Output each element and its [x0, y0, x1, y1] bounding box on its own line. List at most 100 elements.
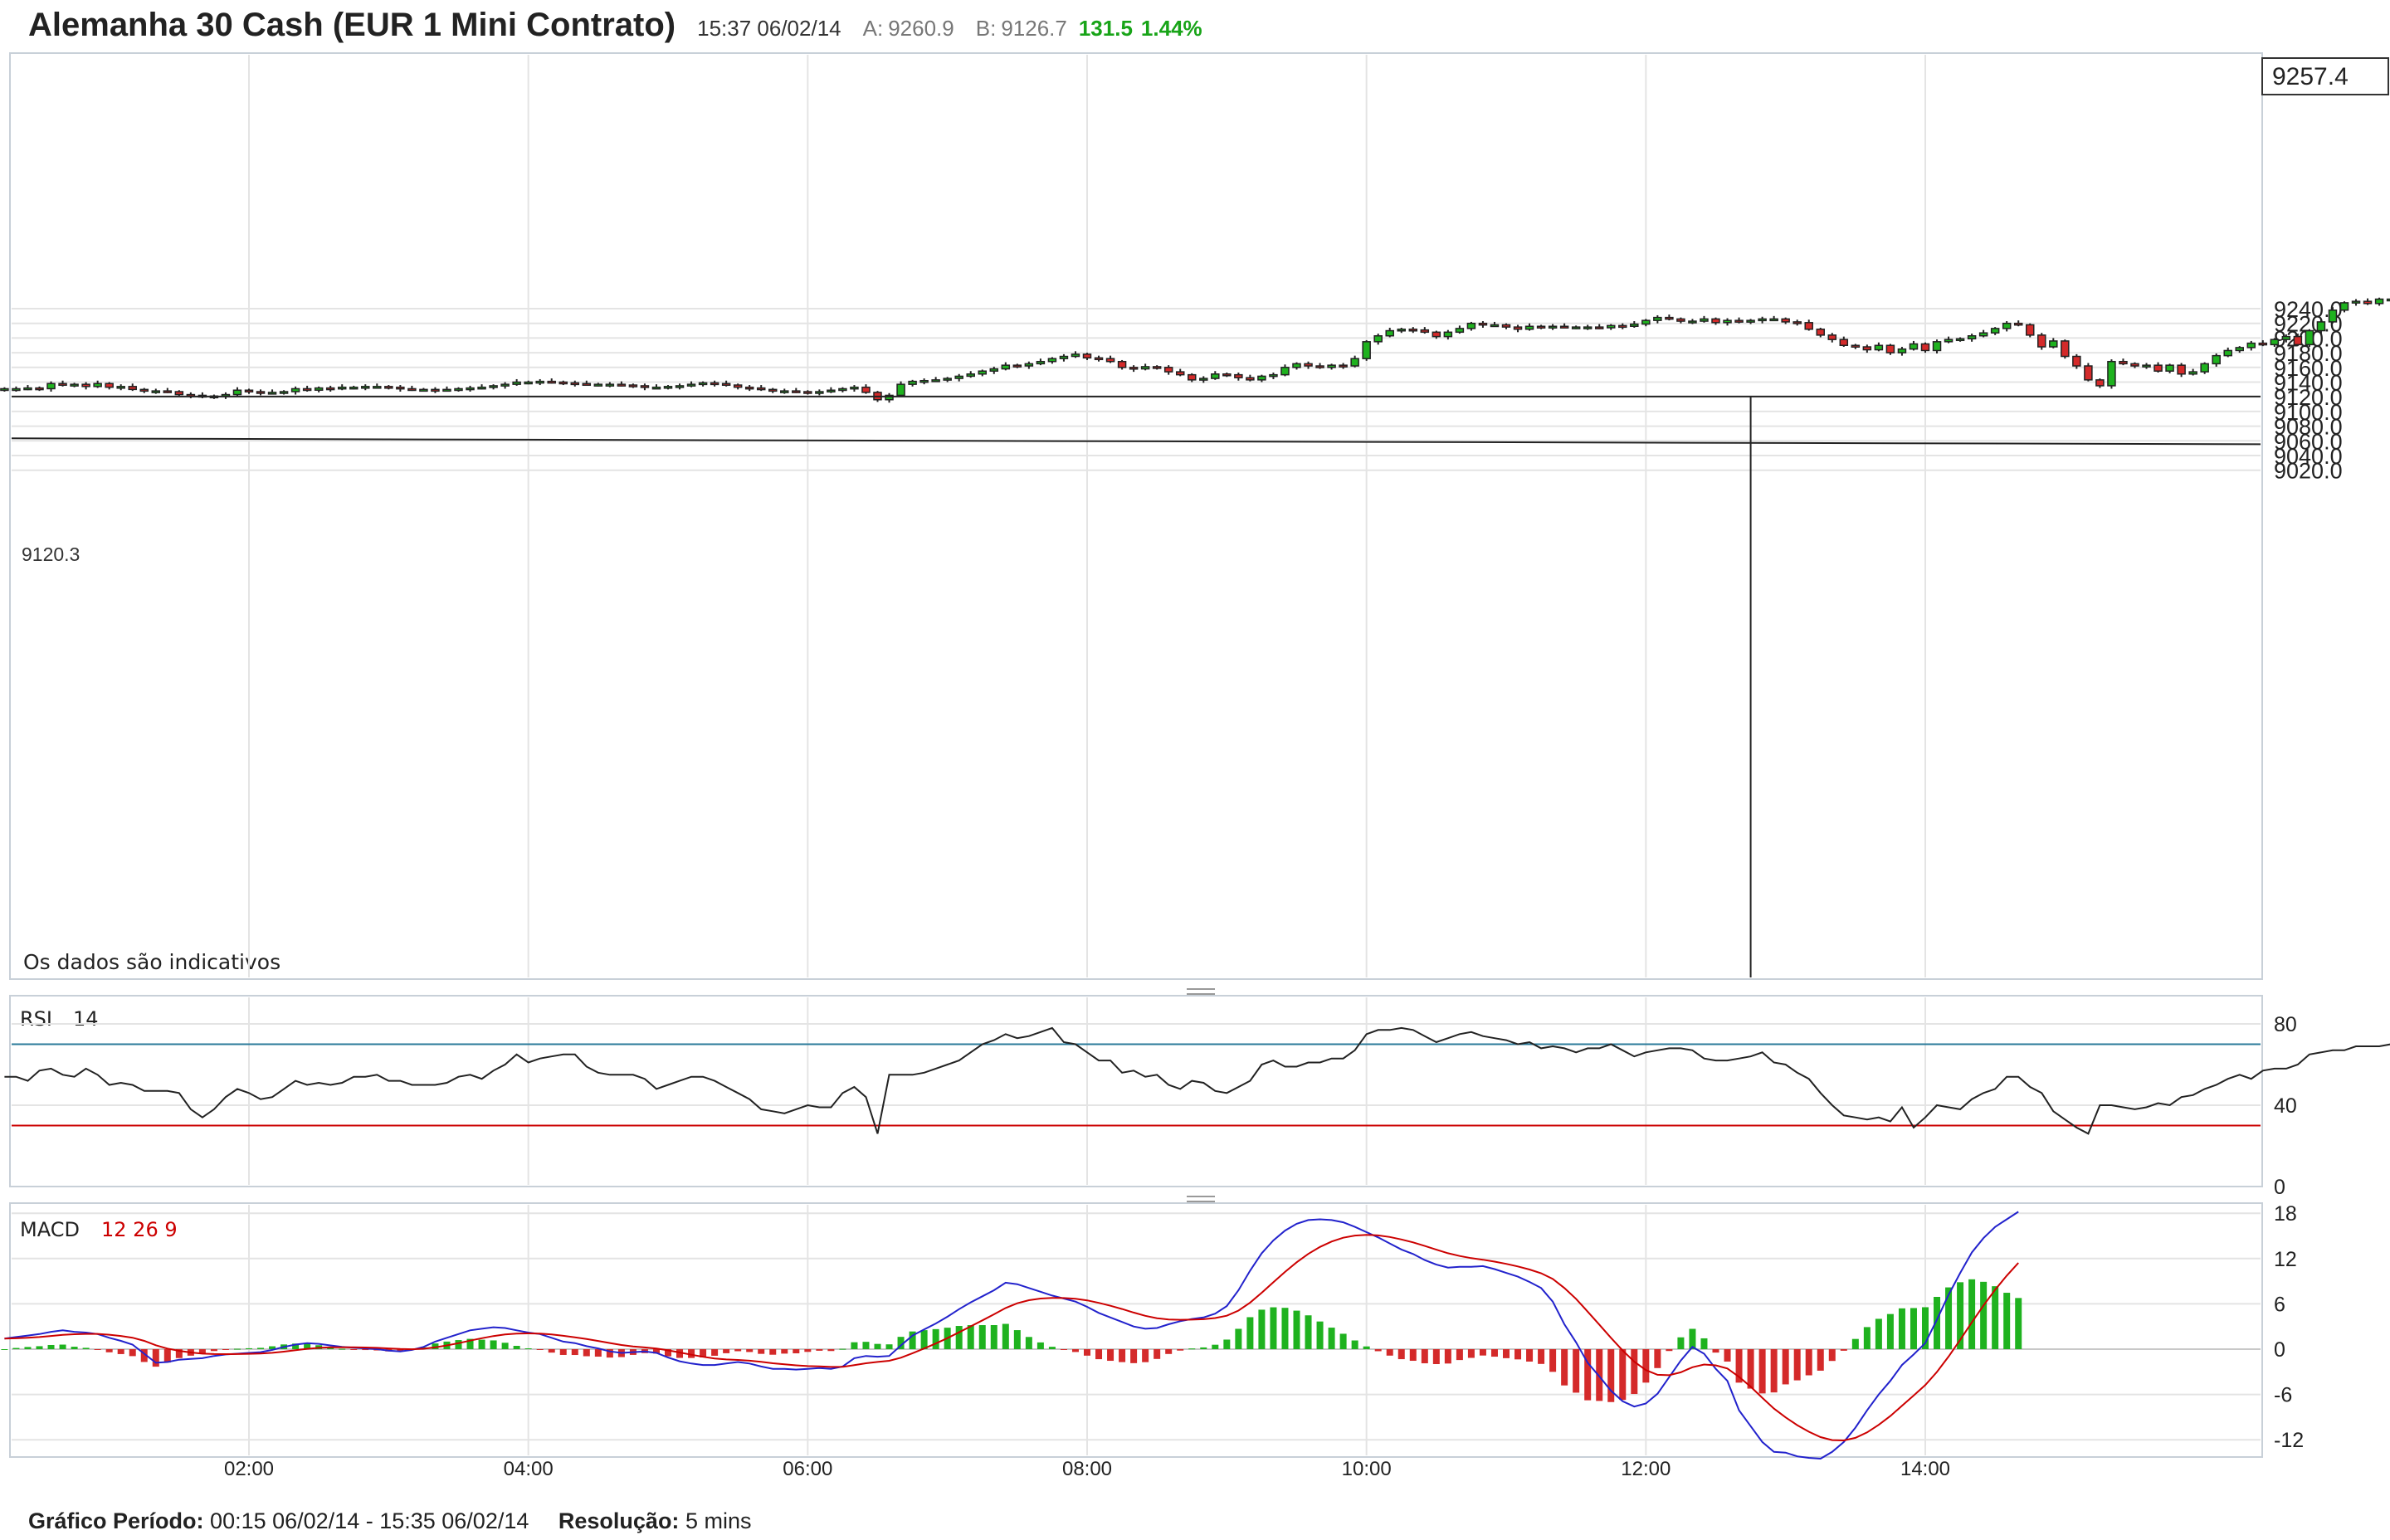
macd-histogram-bar [501, 1343, 509, 1349]
macd-histogram-bar [583, 1349, 590, 1357]
macd-histogram-bar [700, 1349, 707, 1357]
rsi-period: 14 [73, 1007, 99, 1031]
macd-histogram-bar [1561, 1349, 1568, 1386]
macd-histogram-bar [978, 1325, 986, 1349]
candle-body [500, 383, 510, 387]
y-tick-label: 9060.0 [2274, 429, 2343, 454]
candle-body [2339, 302, 2349, 311]
candle-body [2223, 349, 2232, 357]
candle-body [1827, 334, 1837, 340]
macd-histogram-bar [548, 1349, 555, 1353]
chart-canvas[interactable]: 9257.4 9120.3 Os dados são indicativos R… [0, 0, 2390, 1494]
macd-histogram-bar [688, 1349, 695, 1358]
x-tick-label: 02:00 [224, 1458, 274, 1480]
candle-body [1478, 322, 1488, 326]
candle-body [744, 386, 754, 390]
candle-body [1280, 367, 1290, 376]
candle-body [1758, 318, 1767, 322]
macd-histogram-bar [1957, 1282, 1964, 1349]
candle-body [2142, 364, 2151, 368]
last-price-value: 9257.4 [2272, 63, 2349, 90]
candle-body [1385, 329, 1394, 337]
candle-body [547, 380, 556, 384]
candle-body [535, 380, 544, 384]
macd-histogram-bar [851, 1342, 858, 1349]
macd-histogram-bar [1130, 1349, 1138, 1363]
macd-histogram-bar [1270, 1307, 1277, 1349]
macd-histogram-bar [1817, 1349, 1824, 1371]
candle-body [780, 390, 789, 393]
macd-histogram-bar [781, 1349, 788, 1354]
macd-histogram-bar [1258, 1309, 1266, 1349]
candle-body [1746, 319, 1755, 323]
macd-histogram-bar [1724, 1349, 1731, 1362]
candle-body [1804, 322, 1813, 330]
candle-body [0, 387, 9, 392]
macd-histogram-bar [246, 1348, 252, 1349]
macd-histogram-bar [885, 1344, 893, 1349]
candle-body [768, 388, 778, 392]
x-tick-label: 04:00 [504, 1458, 554, 1480]
candle-body [792, 390, 801, 393]
macd-histogram-bar [339, 1348, 346, 1350]
rsi-panel-frame [9, 995, 2263, 1187]
candle-body [2049, 340, 2058, 348]
macd-histogram-bar [129, 1349, 136, 1357]
y-tick-label: 9020.0 [2274, 459, 2343, 484]
candle-body [640, 385, 650, 388]
panel-resize-handle[interactable] [1187, 1196, 1215, 1202]
candle-body [1292, 363, 1301, 368]
candle-body [1269, 373, 1278, 378]
macd-histogram-bar [909, 1331, 916, 1349]
candle-body [2235, 347, 2244, 352]
candle-body [1897, 348, 1907, 353]
macd-histogram-bar [397, 1349, 404, 1352]
candle-body [815, 391, 824, 394]
macd-histogram-bar [1374, 1349, 1382, 1352]
candle-body [2316, 321, 2326, 332]
macd-histogram-bar [827, 1349, 835, 1352]
candle-body [2258, 342, 2268, 346]
candle-body [256, 391, 266, 394]
x-tick-label: 06:00 [783, 1458, 832, 1480]
macd-histogram-bar [1293, 1310, 1300, 1349]
candle-body [337, 386, 347, 390]
macd-histogram-bar [1467, 1349, 1475, 1358]
candle-body [373, 386, 382, 389]
candle-body [489, 385, 498, 388]
price-panel-frame [9, 52, 2263, 980]
macd-histogram-bar [117, 1349, 124, 1354]
candle-body [244, 389, 254, 392]
macd-histogram-bar [1071, 1349, 1079, 1352]
macd-histogram-bar [769, 1349, 777, 1355]
candle-body [1222, 373, 1232, 377]
candle-body [861, 386, 871, 393]
macd-histogram-bar [1386, 1349, 1393, 1356]
candle-body [325, 387, 335, 391]
macd-histogram-bar [140, 1349, 148, 1362]
candle-body [1967, 334, 1977, 340]
candle-body [1932, 341, 1942, 352]
candle-body [1188, 373, 1197, 381]
candle-body [2177, 364, 2186, 375]
macd-histogram-bar [24, 1347, 32, 1349]
chart-marks: 02:00 04:00 06:00 08:00 10:00 12:00 14:009240.… [0, 55, 2390, 1480]
candle-body [686, 383, 696, 387]
candle-body [1246, 377, 1255, 381]
candle-body [512, 381, 521, 385]
panel-resize-handle[interactable] [1187, 988, 1215, 995]
candle-body [651, 386, 661, 390]
macd-histogram-bar [1712, 1349, 1719, 1353]
candle-body [290, 387, 300, 392]
macd-histogram-bar [350, 1349, 358, 1350]
macd-histogram-bar [1514, 1349, 1522, 1360]
candle-body [1734, 319, 1744, 323]
macd-tick-label: 12 [2274, 1248, 2297, 1271]
candle-body [349, 386, 358, 390]
candle-body [1047, 358, 1057, 363]
macd-histogram-bar [1607, 1349, 1615, 1402]
macd-histogram-bar [793, 1349, 800, 1354]
candle-body [23, 387, 32, 391]
candle-body [756, 387, 766, 391]
candle-body [2363, 300, 2373, 305]
